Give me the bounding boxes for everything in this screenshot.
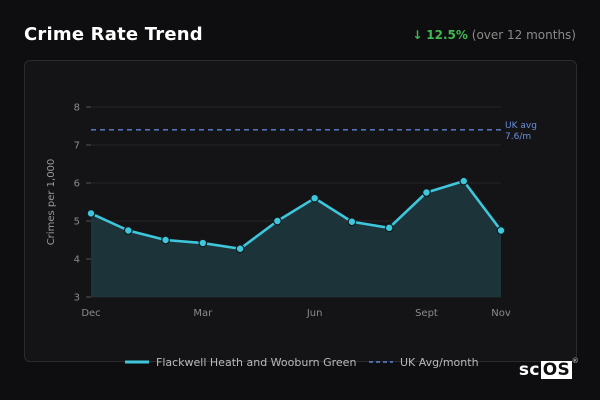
y-tick-label: 8 — [74, 103, 80, 114]
data-point — [272, 216, 282, 226]
data-point — [123, 226, 133, 235]
data-point — [198, 238, 208, 248]
x-tick-label: Mar — [193, 308, 213, 319]
x-tick-label: Sept — [415, 308, 438, 319]
data-point — [496, 226, 506, 235]
uk-avg-annotation-value: 7.6/m — [505, 132, 531, 142]
change-indicator: ↓ 12.5% (over 12 months) — [412, 28, 576, 42]
x-tick-label: Jun — [306, 308, 323, 319]
data-point — [384, 223, 394, 233]
data-point — [422, 188, 431, 197]
y-tick-label: 7 — [74, 141, 80, 152]
x-tick-label: Dec — [81, 308, 100, 319]
legend-series-label: Flackwell Heath and Wooburn Green — [156, 356, 356, 369]
change-period: (over 12 months) — [471, 28, 576, 42]
data-point — [459, 176, 469, 186]
legend-ref-label: UK Avg/month — [400, 356, 479, 369]
legend: Flackwell Heath and Wooburn Green UK Avg… — [125, 356, 479, 369]
data-point — [86, 208, 96, 218]
data-point — [310, 193, 320, 203]
y-tick-label: 5 — [74, 217, 80, 228]
series-area — [91, 181, 501, 297]
y-axis-ticks: 3 4 5 6 7 8 — [74, 103, 91, 304]
uk-avg-annotation-label: UK avg — [505, 121, 537, 131]
data-point — [235, 244, 245, 254]
y-tick-label: 4 — [74, 255, 80, 266]
x-tick-label: Nov — [491, 308, 511, 319]
data-point — [161, 235, 170, 245]
y-tick-label: 6 — [74, 179, 80, 190]
scos-logo: sc OS ® — [518, 357, 579, 380]
change-value: 12.5% — [426, 28, 468, 42]
x-axis-ticks: Dec Mar Jun Sept Nov — [81, 308, 511, 319]
series-line — [90, 179, 503, 251]
trend-arrow-icon: ↓ — [412, 28, 423, 42]
y-axis-label: Crimes per 1,000 — [46, 159, 57, 246]
y-tick-label: 3 — [74, 293, 80, 304]
series-points — [86, 176, 506, 254]
data-point — [347, 217, 357, 227]
chart-title: Crime Rate Trend — [24, 24, 203, 45]
